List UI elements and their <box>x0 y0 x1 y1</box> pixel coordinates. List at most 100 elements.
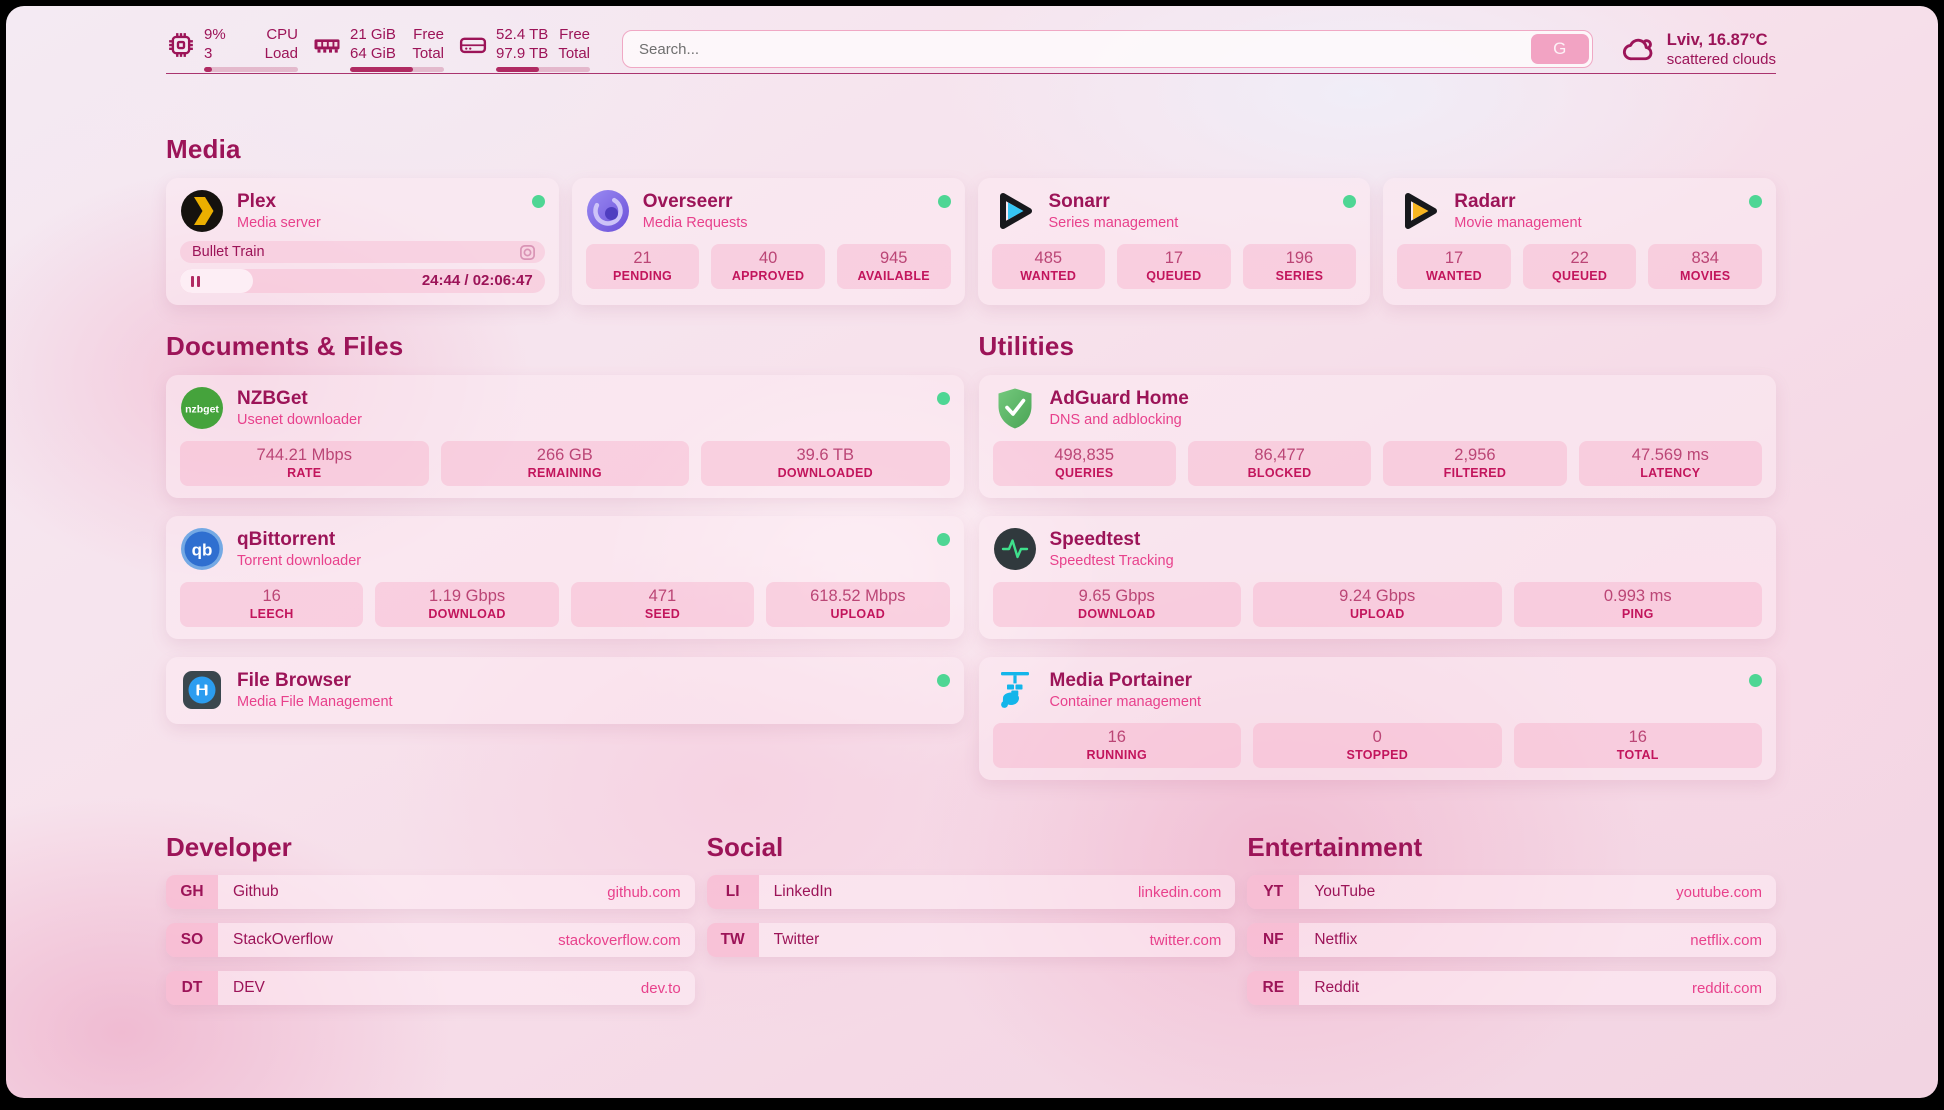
speedtest-icon <box>993 528 1036 570</box>
media-grid: Plex Media server Bullet Train 24:44 / 0… <box>166 178 1776 305</box>
media-session-icon <box>519 244 535 260</box>
stat-tile: 0 STOPPED <box>1253 723 1502 768</box>
section-title-media: Media <box>166 134 241 164</box>
bookmark-domain: github.com <box>607 883 681 901</box>
app-subtitle: Speedtest Tracking <box>1049 552 1174 569</box>
status-dot <box>1749 195 1762 208</box>
cpu-percent: 9% <box>204 26 226 44</box>
app-name: Overseerr <box>642 191 733 213</box>
bookmark-netflix[interactable]: NF Netflix netflix.com <box>1247 923 1776 957</box>
now-playing-title: Bullet Train <box>192 244 265 260</box>
stat-tile: 22 QUEUED <box>1522 244 1637 289</box>
status-dot <box>1343 195 1357 208</box>
bookmark-github[interactable]: GH Github github.com <box>166 875 695 909</box>
bookmark-label: Github <box>233 883 279 900</box>
bookmark-column-social: Social LI LinkedIn linkedin.com TW Twitt… <box>706 832 1236 1005</box>
bookmark-column-developer: Developer GH Github github.com SO StackO… <box>166 832 695 1005</box>
memory-label-bottom: Total <box>412 45 444 62</box>
stat-tile: 744.21 Mbps RATE <box>180 441 429 486</box>
app-subtitle: Media Requests <box>642 214 748 231</box>
app-subtitle: Container management <box>1049 693 1202 710</box>
bookmark-label: Reddit <box>1314 979 1360 996</box>
bookmark-reddit[interactable]: RE Reddit reddit.com <box>1247 971 1776 1005</box>
stat-tile: 16 LEECH <box>180 582 364 627</box>
bookmark-dev[interactable]: DT DEV dev.to <box>166 971 695 1005</box>
cloud-icon <box>1622 38 1653 61</box>
status-dot <box>1749 674 1762 687</box>
stat-tile: 2,956 FILTERED <box>1383 441 1567 486</box>
svg-text:qb: qb <box>192 541 213 560</box>
storage-free-value: 52.4 TB <box>496 26 549 44</box>
search-box: G <box>622 30 1593 68</box>
app-card-nzbget[interactable]: nzbget NZBGet Usenet downloader 744.21 M… <box>166 375 964 498</box>
bookmark-domain: reddit.com <box>1691 979 1762 997</box>
bookmark-domain: stackoverflow.com <box>558 931 681 949</box>
bookmark-twitter[interactable]: TW Twitter twitter.com <box>706 923 1236 957</box>
app-subtitle: Media server <box>237 214 321 231</box>
stat-tile: 498,835 QUERIES <box>992 441 1176 486</box>
bookmark-abbr: RE <box>1247 971 1300 1005</box>
weather-location-temp: Lviv, 16.87°C <box>1666 31 1768 50</box>
stat-tile: 266 GB REMAINING <box>440 441 689 486</box>
app-name: Sonarr <box>1048 191 1110 213</box>
status-dot <box>937 195 951 208</box>
cpu-progress-bar <box>204 66 298 72</box>
stat-tile: 21 PENDING <box>585 244 700 289</box>
status-dot <box>936 533 950 546</box>
search-provider-button[interactable]: G <box>1530 34 1589 64</box>
bookmark-linkedin[interactable]: LI LinkedIn linkedin.com <box>706 875 1236 909</box>
weather-widget: Lviv, 16.87°C scattered clouds <box>1621 30 1776 68</box>
app-subtitle: Series management <box>1048 214 1179 231</box>
bookmark-domain: netflix.com <box>1690 931 1762 949</box>
stat-tile: 39.6 TB DOWNLOADED <box>701 441 950 486</box>
pause-icon[interactable] <box>191 275 201 287</box>
app-subtitle: Usenet downloader <box>237 411 362 428</box>
stat-tile: 17 WANTED <box>1397 244 1511 289</box>
app-card-sonarr[interactable]: Sonarr Series management 485 WANTED 17 QUE… <box>977 178 1371 305</box>
app-card-portainer[interactable]: Media Portainer Container management 16 R… <box>978 657 1776 780</box>
app-card-plex[interactable]: Plex Media server Bullet Train 24:44 / 0… <box>166 178 559 305</box>
bookmark-youtube[interactable]: YT YouTube youtube.com <box>1247 875 1776 909</box>
storage-values: 52.4 TB 97.9 TB <box>496 26 548 64</box>
bookmark-label: LinkedIn <box>773 883 833 900</box>
app-card-qbittorrent[interactable]: qb qBittorrent Torrent downloader 16 LEEC… <box>166 516 964 639</box>
bookmark-abbr: NF <box>1247 923 1300 957</box>
portainer-icon <box>1000 672 1029 708</box>
app-subtitle: Media File Management <box>237 693 393 710</box>
stat-tile: 834 MOVIES <box>1648 244 1762 289</box>
bookmark-domain: linkedin.com <box>1137 883 1222 901</box>
stat-tile: 196 SERIES <box>1242 244 1357 289</box>
status-dot <box>936 392 950 405</box>
memory-label-top: Free <box>413 26 444 44</box>
nzbget-icon: nzbget <box>181 387 223 429</box>
storage-labels: Free Total <box>558 26 590 64</box>
app-subtitle: Torrent downloader <box>237 552 362 569</box>
storage-label-bottom: Total <box>558 45 590 62</box>
stat-tile: 471 SEED <box>570 582 755 627</box>
bookmark-column-entertainment: Entertainment YT YouTube youtube.com NF … <box>1247 832 1776 1005</box>
bookmark-domain: youtube.com <box>1676 883 1762 901</box>
status-dot <box>531 195 545 208</box>
bookmark-domain: dev.to <box>640 979 681 997</box>
stat-tile: 9.65 Gbps DOWNLOAD <box>992 582 1241 627</box>
app-name: Media Portainer <box>1049 670 1193 692</box>
app-card-radarr[interactable]: Radarr Movie management 17 WANTED 22 QUEUE… <box>1383 178 1776 305</box>
app-card-filebrowser[interactable]: File Browser Media File Management <box>166 657 964 724</box>
svg-text:nzbget: nzbget <box>185 404 219 416</box>
stat-tile: 16 TOTAL <box>1513 723 1762 768</box>
storage-progress-bar <box>496 66 590 72</box>
disk-icon <box>459 37 487 54</box>
bookmark-label: Netflix <box>1314 931 1358 948</box>
app-card-adguard[interactable]: AdGuard Home DNS and adblocking 498,835 Q… <box>978 375 1776 498</box>
app-card-overseerr[interactable]: Overseerr Media Requests 21 PENDING 40 APP… <box>571 178 965 305</box>
memory-values: 21 GiB 64 GiB <box>350 26 396 64</box>
app-card-speedtest[interactable]: Speedtest Speedtest Tracking 9.65 Gbps DO… <box>978 516 1776 639</box>
cpu-icon <box>169 33 193 57</box>
bookmark-label: YouTube <box>1314 883 1376 900</box>
stat-tile: 0.993 ms PING <box>1513 582 1762 627</box>
bookmark-abbr: GH <box>166 875 218 909</box>
storage-total-value: 97.9 TB <box>496 45 549 62</box>
search-input[interactable] <box>622 30 1593 68</box>
stat-tile: 945 AVAILABLE <box>836 244 951 289</box>
bookmark-stackoverflow[interactable]: SO StackOverflow stackoverflow.com <box>166 923 695 957</box>
